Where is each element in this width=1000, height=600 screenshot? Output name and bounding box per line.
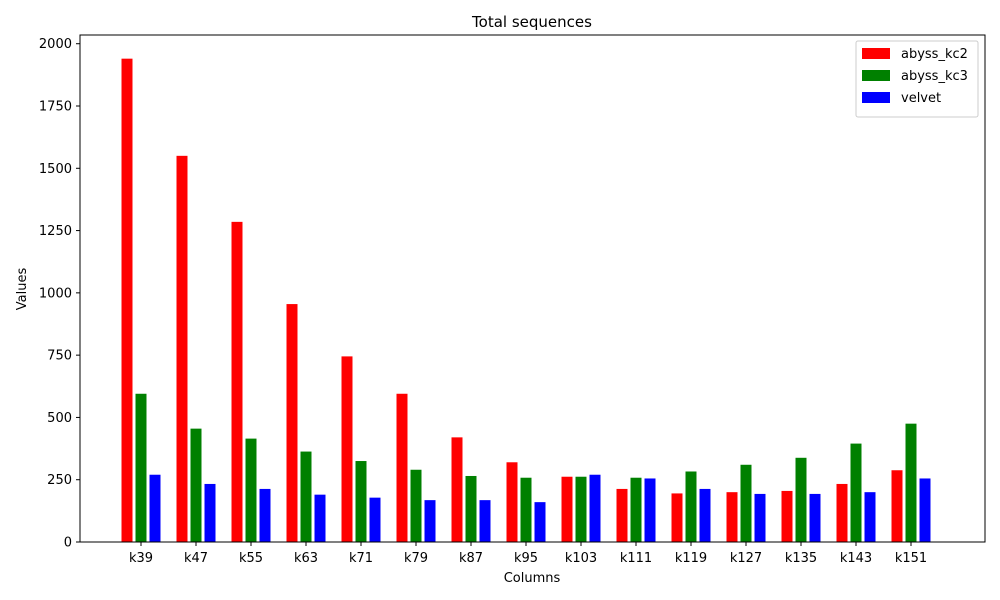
bar-abyss_kc3-k47: [190, 428, 202, 542]
x-tick-label-k71: k71: [349, 551, 373, 566]
x-axis: k39 k47 k55 k63 k71 k79 k87 k95 k103 k111 k119 k127…: [129, 542, 927, 566]
x-tick-label-k95: k95: [514, 551, 538, 566]
legend-swatch-abyss_kc3: [862, 70, 890, 81]
y-axis: 0 250 500 750 1000 1250 1500 1750 2000: [39, 37, 80, 551]
bar-velvet-k79: [424, 500, 436, 542]
bar-abyss_kc2-k55: [231, 221, 243, 543]
y-tick-label: 750: [47, 349, 72, 364]
bar-abyss_kc3-k55: [245, 438, 257, 542]
x-tick-label-k127: k127: [730, 551, 762, 566]
bar-velvet-k87: [479, 500, 491, 542]
legend-swatch-velvet: [862, 92, 890, 103]
bar-abyss_kc2-k87: [451, 437, 463, 542]
x-tick-label-k103: k103: [565, 551, 597, 566]
bar-velvet-k119: [699, 488, 711, 542]
bar-abyss_kc2-k39: [121, 58, 133, 543]
bar-abyss_kc3-k63: [300, 451, 312, 542]
bar-velvet-k151: [919, 478, 931, 542]
bar-velvet-k63: [314, 494, 326, 542]
bar-abyss_kc2-k71: [341, 356, 353, 542]
y-tick-label: 250: [47, 473, 72, 488]
bar-abyss_kc2-k135: [781, 490, 793, 542]
bar-abyss_kc2-k143: [836, 483, 848, 542]
bar-abyss_kc3-k39: [135, 393, 147, 542]
bar-abyss_kc2-k95: [506, 462, 518, 542]
bar-abyss_kc3-k143: [850, 443, 862, 542]
x-tick-label-k119: k119: [675, 551, 707, 566]
y-tick-label: 0: [64, 536, 72, 551]
y-tick-label: 1250: [39, 224, 72, 239]
y-tick-label: 500: [47, 411, 72, 426]
x-tick-label-k87: k87: [459, 551, 483, 566]
x-tick-label-k135: k135: [785, 551, 817, 566]
bar-velvet-k95: [534, 502, 546, 542]
bar-abyss_kc2-k151: [891, 470, 903, 542]
bar-abyss_kc2-k103: [561, 476, 573, 542]
x-tick-label-k79: k79: [404, 551, 428, 566]
bar-abyss_kc3-k135: [795, 457, 807, 542]
x-tick-label-k111: k111: [620, 551, 652, 566]
chart-title: Total sequences: [471, 13, 592, 31]
x-tick-label-k47: k47: [184, 551, 208, 566]
y-tick-label: 1500: [39, 162, 72, 177]
y-axis-label: Values: [15, 268, 30, 311]
bar-velvet-k55: [259, 488, 271, 542]
bar-velvet-k103: [589, 474, 601, 542]
y-tick-label: 2000: [39, 37, 72, 52]
bar-velvet-k127: [754, 493, 766, 542]
plot-frame: [79, 34, 986, 543]
x-tick-label-k63: k63: [294, 551, 318, 566]
x-tick-label-k151: k151: [895, 551, 927, 566]
bar-abyss_kc2-k127: [726, 492, 738, 542]
legend-label-abyss_kc2: abyss_kc2: [901, 47, 968, 62]
x-tick-label-k39: k39: [129, 551, 153, 566]
bar-abyss_kc3-k87: [465, 475, 477, 542]
legend-label-abyss_kc3: abyss_kc3: [901, 69, 968, 84]
bar-velvet-k143: [864, 492, 876, 542]
legend-label-velvet: velvet: [901, 91, 941, 106]
bar-abyss_kc3-k127: [740, 464, 752, 542]
bar-velvet-k111: [644, 478, 656, 542]
bar-abyss_kc3-k119: [685, 471, 697, 542]
y-tick-label: 1750: [39, 100, 72, 115]
x-axis-label: Columns: [504, 571, 561, 586]
bar-velvet-k135: [809, 493, 821, 542]
legend-swatch-abyss_kc2: [862, 48, 890, 59]
bar-abyss_kc2-k79: [396, 393, 408, 542]
bar-abyss_kc2-k47: [176, 155, 188, 542]
bar-abyss_kc3-k103: [575, 476, 587, 542]
bar-abyss_kc3-k79: [410, 469, 422, 542]
bar-velvet-k39: [149, 474, 161, 542]
bar-abyss_kc2-k63: [286, 304, 298, 542]
x-tick-label-k143: k143: [840, 551, 872, 566]
x-tick-label-k55: k55: [239, 551, 263, 566]
bar-abyss_kc3-k111: [630, 477, 642, 542]
bar-velvet-k71: [369, 497, 381, 542]
bar-abyss_kc3-k95: [520, 477, 532, 542]
bar-velvet-k47: [204, 483, 216, 542]
y-tick-label: 1000: [39, 286, 72, 301]
bar-abyss_kc2-k111: [616, 488, 628, 542]
bar-abyss_kc3-k151: [905, 423, 917, 542]
bars-layer: [121, 58, 931, 543]
bar-abyss_kc3-k71: [355, 461, 367, 542]
bar-abyss_kc2-k119: [671, 493, 683, 542]
